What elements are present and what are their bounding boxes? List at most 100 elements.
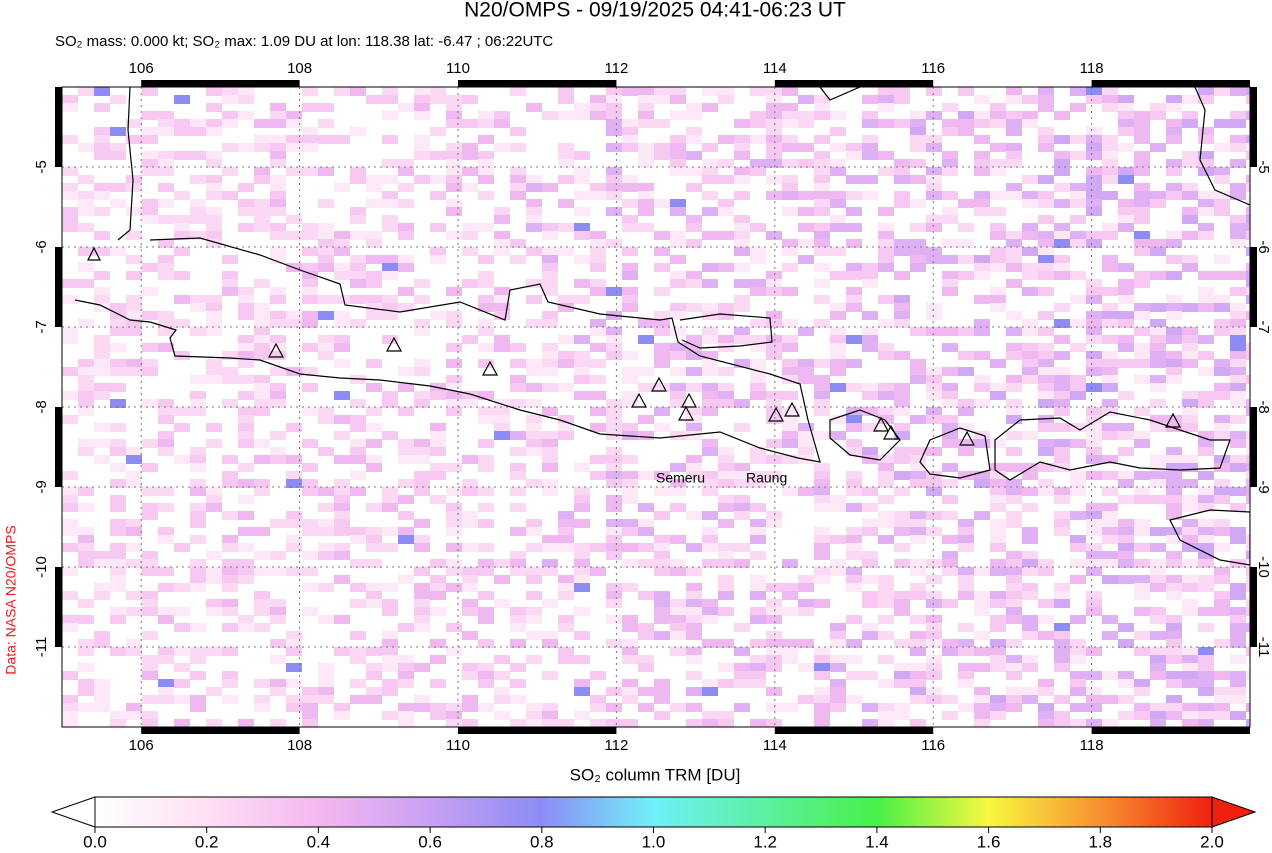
so2-pixel (462, 167, 478, 176)
so2-pixel (414, 391, 430, 400)
so2-pixel (110, 575, 126, 584)
so2-pixel (1166, 535, 1182, 544)
so2-pixel (414, 479, 430, 488)
so2-pixel (926, 135, 942, 144)
so2-pixel (1086, 319, 1102, 328)
so2-pixel (766, 511, 782, 520)
so2-pixel (622, 647, 638, 656)
so2-pixel (350, 527, 366, 536)
so2-pixel (1198, 431, 1214, 440)
so2-pixel (670, 207, 686, 216)
so2-pixel (254, 167, 270, 176)
so2-pixel (1214, 383, 1230, 392)
so2-pixel (94, 247, 110, 256)
so2-pixel (718, 367, 734, 376)
so2-pixel (1054, 695, 1070, 704)
so2-pixel (862, 559, 878, 568)
so2-pixel (990, 663, 1006, 672)
volcano (872, 416, 890, 432)
so2-pixel (1246, 583, 1250, 592)
so2-pixel (446, 175, 462, 184)
so2-pixel (1006, 95, 1022, 104)
so2-pixel (718, 231, 734, 240)
so2-pixel (1214, 455, 1230, 464)
so2-pixel (78, 487, 94, 496)
so2-pixel (1134, 631, 1150, 640)
so2-pixel (846, 151, 862, 160)
so2-pixel (1214, 199, 1230, 208)
so2-pixel (1086, 719, 1102, 727)
so2-pixel (558, 295, 574, 304)
so2-pixel (942, 327, 958, 336)
so2-pixel (574, 207, 590, 216)
so2-pixel (334, 135, 350, 144)
so2-pixel (1070, 423, 1086, 432)
border-band (458, 727, 617, 734)
so2-pixel (766, 87, 782, 96)
so2-pixel (814, 479, 830, 488)
colorbar-over (1211, 796, 1257, 828)
so2-pixel (1214, 423, 1230, 432)
so2-pixel (350, 207, 366, 216)
so2-pixel (1102, 503, 1118, 512)
so2-pixel (1118, 279, 1134, 288)
so2-pixel (414, 615, 430, 624)
so2-pixel (1022, 319, 1038, 328)
so2-pixel (302, 231, 318, 240)
so2-pixel (606, 527, 622, 536)
so2-pixel (1070, 271, 1086, 280)
so2-pixel (510, 559, 526, 568)
so2-pixel (1038, 359, 1054, 368)
so2-pixel (1214, 479, 1230, 488)
so2-pixel (1038, 399, 1054, 408)
so2-pixel (1006, 599, 1022, 608)
so2-pixel (78, 391, 94, 400)
so2-pixel (590, 111, 606, 120)
so2-pixel (1102, 511, 1118, 520)
so2-pixel (702, 615, 718, 624)
so2-pixel (1038, 415, 1054, 424)
so2-pixel (414, 471, 430, 480)
so2-pixel (910, 647, 926, 656)
so2-pixel (1038, 567, 1054, 576)
so2-pixel (1054, 647, 1070, 656)
so2-pixel (1038, 463, 1054, 472)
so2-pixel (238, 423, 254, 432)
so2-pixel (1006, 399, 1022, 408)
so2-pixel (1070, 191, 1086, 200)
so2-pixel (1054, 487, 1070, 496)
so2-pixel (574, 463, 590, 472)
so2-pixel (382, 399, 398, 408)
so2-pixel (670, 111, 686, 120)
volcano (677, 405, 695, 421)
so2-pixel (158, 199, 174, 208)
so2-pixel (238, 559, 254, 568)
so2-pixel (590, 327, 606, 336)
so2-pixel (1006, 415, 1022, 424)
so2-pixel (206, 311, 222, 320)
so2-pixel (654, 599, 670, 608)
so2-pixel (702, 175, 718, 184)
so2-pixel (958, 567, 974, 576)
so2-pixel (590, 183, 606, 192)
so2-pixel (1230, 111, 1246, 120)
so2-pixel (190, 671, 206, 680)
so2-pixel (750, 671, 766, 680)
so2-pixel (222, 455, 238, 464)
so2-pixel (734, 503, 750, 512)
so2-pixel (1150, 375, 1166, 384)
so2-pixel (846, 567, 862, 576)
so2-pixel (318, 487, 334, 496)
so2-pixel (798, 423, 814, 432)
so2-pixel (590, 239, 606, 248)
so2-pixel (1102, 631, 1118, 640)
so2-pixel (606, 239, 622, 248)
so2-pixel (1038, 679, 1054, 688)
so2-pixel (910, 359, 926, 368)
so2-pixel (574, 255, 590, 264)
so2-pixel (862, 391, 878, 400)
so2-pixel (878, 151, 894, 160)
so2-pixel (1246, 271, 1250, 280)
so2-pixel (654, 327, 670, 336)
so2-pixel (558, 151, 574, 160)
